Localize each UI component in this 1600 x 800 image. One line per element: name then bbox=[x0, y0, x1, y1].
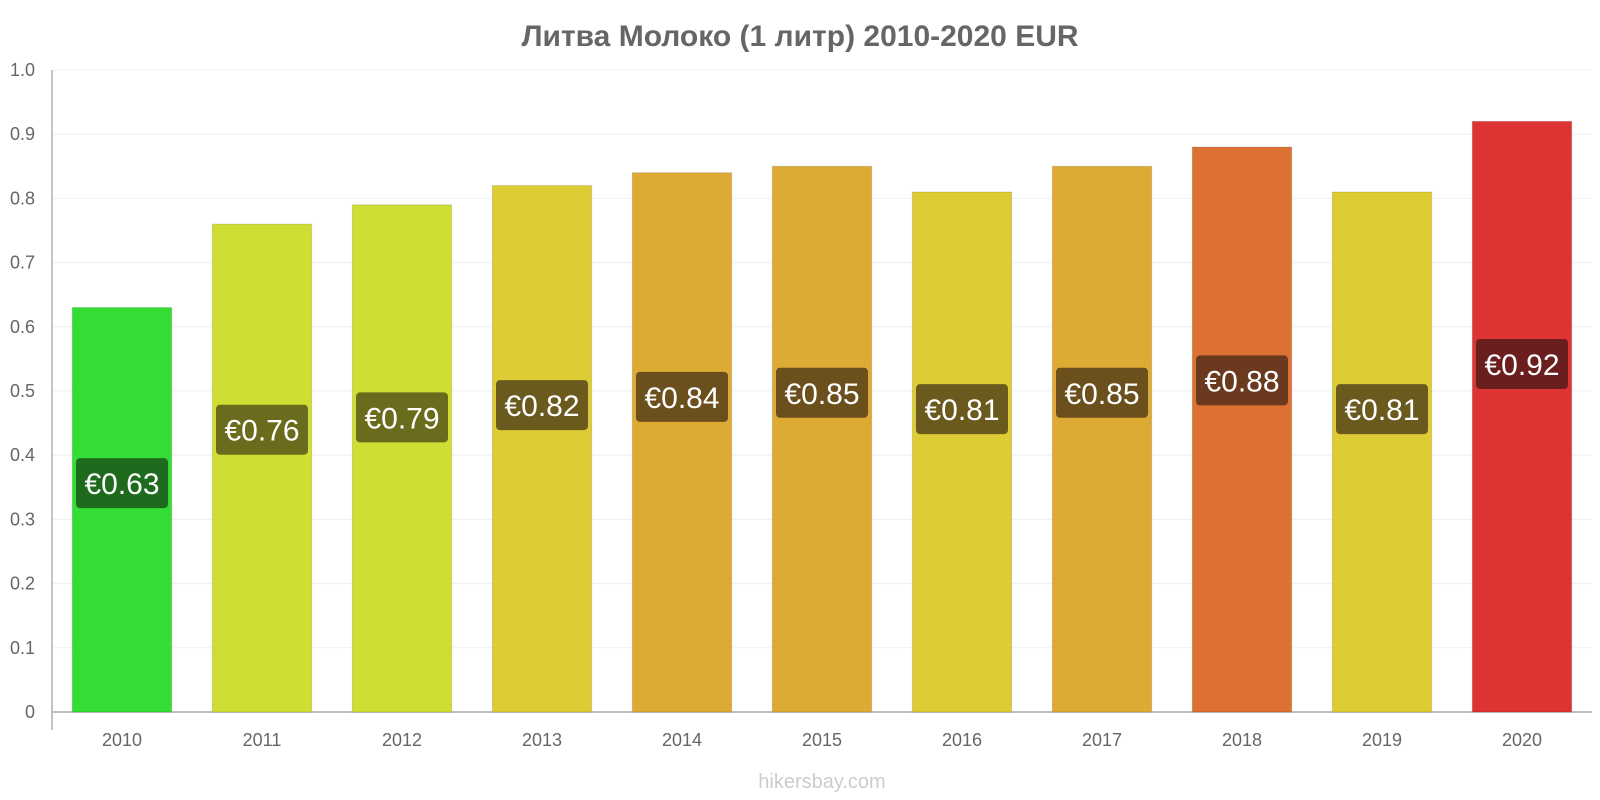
data-label-box bbox=[1056, 367, 1148, 418]
bar-2014 bbox=[631, 172, 733, 713]
y-tick-label: 0.4 bbox=[10, 445, 35, 465]
data-label-box bbox=[916, 384, 1008, 435]
bar-2017 bbox=[1051, 165, 1153, 713]
chart-title: Литва Молоко (1 литр) 2010-2020 EUR bbox=[521, 20, 1078, 53]
x-tick-label: 2012 bbox=[382, 730, 422, 750]
data-label-box bbox=[76, 458, 168, 509]
x-tick-label: 2014 bbox=[662, 730, 702, 750]
credit-text: hikersbay.com bbox=[758, 771, 885, 793]
x-tick-label: 2018 bbox=[1222, 730, 1262, 750]
x-tick-label: 2016 bbox=[942, 730, 982, 750]
data-label-box bbox=[216, 404, 308, 455]
data-label: €0.88 bbox=[1204, 365, 1279, 398]
data-label-box bbox=[1476, 338, 1568, 389]
x-tick-label: 2020 bbox=[1502, 730, 1542, 750]
data-label: €0.63 bbox=[84, 468, 159, 501]
y-tick-label: 0.7 bbox=[10, 253, 35, 273]
data-label-box bbox=[636, 371, 728, 422]
data-label: €0.85 bbox=[1064, 378, 1139, 411]
data-label: €0.84 bbox=[644, 382, 719, 415]
data-labels: €0.63 €0.76 €0.79 €0.82 €0.84 €0.85 €0.81 €0.85… bbox=[76, 338, 1568, 509]
data-label: €0.81 bbox=[924, 394, 999, 427]
x-tick-label: 2013 bbox=[522, 730, 562, 750]
bar-2016 bbox=[911, 191, 1013, 713]
bar-2019 bbox=[1331, 191, 1433, 713]
y-tick-label: 0.9 bbox=[10, 124, 35, 144]
bar-2010 bbox=[71, 307, 173, 713]
x-tick-label: 2010 bbox=[102, 730, 142, 750]
data-label-box bbox=[1196, 355, 1288, 406]
data-label: €0.76 bbox=[224, 415, 299, 448]
y-tick-label: 0.8 bbox=[10, 188, 35, 208]
bar-2018 bbox=[1191, 146, 1293, 713]
bar-2013 bbox=[491, 185, 593, 713]
bar-2015 bbox=[771, 165, 873, 713]
data-label: €0.79 bbox=[364, 402, 439, 435]
data-label: €0.81 bbox=[1344, 394, 1419, 427]
x-tick-label: 2015 bbox=[802, 730, 842, 750]
data-label: €0.82 bbox=[504, 390, 579, 423]
y-tick-label: 0.6 bbox=[10, 317, 35, 337]
bar-2012 bbox=[351, 204, 453, 713]
data-label-box bbox=[776, 367, 868, 418]
y-tick-label: 0.3 bbox=[10, 509, 35, 529]
bars bbox=[71, 120, 1573, 713]
x-tick-label: 2017 bbox=[1082, 730, 1122, 750]
bar-2020 bbox=[1471, 120, 1573, 713]
y-tick-label: 1.0 bbox=[10, 60, 35, 80]
bar-2011 bbox=[211, 223, 313, 713]
y-tick-label: 0.1 bbox=[10, 638, 35, 658]
data-label-box bbox=[1336, 384, 1428, 435]
y-tick-label: 0.2 bbox=[10, 574, 35, 594]
data-label-box bbox=[496, 380, 588, 431]
data-label-box bbox=[356, 392, 448, 443]
data-label: €0.85 bbox=[784, 378, 859, 411]
data-label: €0.92 bbox=[1484, 349, 1559, 382]
x-tick-label: 2011 bbox=[243, 730, 282, 750]
y-tick-label: 0.5 bbox=[10, 381, 35, 401]
x-tick-label: 2019 bbox=[1362, 730, 1402, 750]
y-tick-label: 0 bbox=[25, 702, 35, 722]
